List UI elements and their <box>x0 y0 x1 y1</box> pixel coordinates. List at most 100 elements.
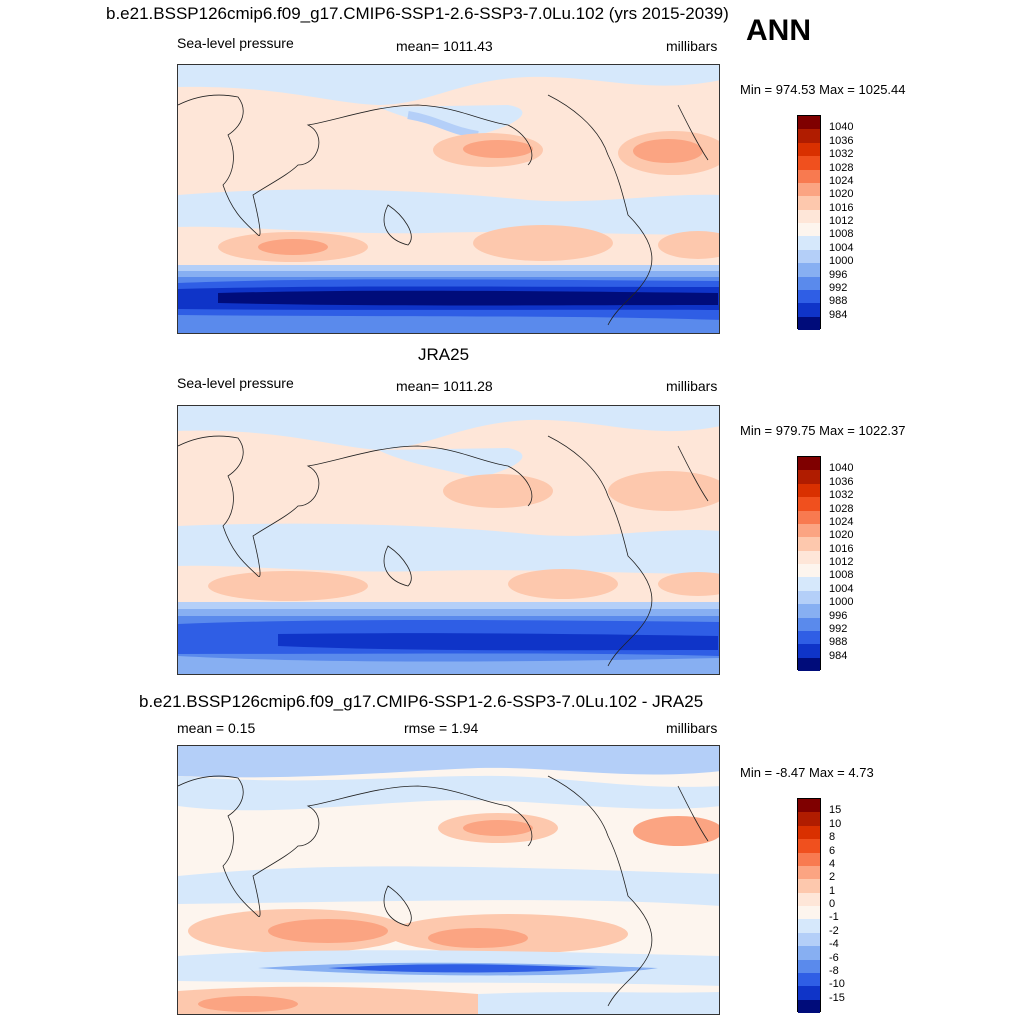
panel3-colorbar-swatch <box>798 906 820 920</box>
panel2-colorbar-label: 1008 <box>829 569 854 582</box>
panel1-colorbar-label: 984 <box>829 308 848 321</box>
panel1-colorbar-swatch <box>798 169 820 183</box>
panel1-colorbar-swatch <box>798 129 820 143</box>
panel2-colorbar-label: 1012 <box>829 556 854 568</box>
panel3-colorbar <box>797 798 821 1013</box>
panel3-colorbar-swatch <box>798 825 820 840</box>
panel1-colorbar-label: 1016 <box>829 201 854 214</box>
panel2-colorbar-label: 1036 <box>829 475 854 488</box>
panel2-colorbar-label: 1004 <box>829 582 854 595</box>
panel2-minmax: Min = 979.75 Max = 1022.37 <box>740 423 906 438</box>
panel1-colorbar-swatch <box>798 249 820 264</box>
panel2-colorbar-swatch <box>798 564 820 578</box>
panel1-colorbar-label: 1028 <box>829 161 854 174</box>
panel2-colorbar-swatch <box>798 630 820 645</box>
panel2-colorbar-swatch <box>798 644 820 658</box>
panel2-colorbar-label: 984 <box>829 649 848 662</box>
panel1-colorbar-swatch <box>798 303 820 317</box>
panel1-colorbar-label: 1000 <box>829 255 854 268</box>
panel3-colorbar-swatch <box>798 932 820 947</box>
panel3-colorbar-swatch <box>798 839 820 853</box>
panel3-colorbar-label: 6 <box>829 844 836 857</box>
panel3-colorbar-swatch <box>798 972 820 987</box>
panel3-colorbar-swatch <box>798 865 820 880</box>
panel3-colorbar-swatch <box>798 959 820 973</box>
panel3-colorbar-label: -10 <box>829 978 845 991</box>
panel2-center-label: mean= 1011.28 <box>396 378 493 394</box>
panel2-colorbar-label: 1016 <box>829 542 854 555</box>
panel1-colorbar-swatch <box>798 263 820 277</box>
panel1-colorbar-label: 988 <box>829 295 848 308</box>
panel3-map <box>177 745 720 1015</box>
panel1-colorbar-swatch <box>798 289 820 304</box>
panel3-colorbar-swatch <box>798 986 820 1000</box>
panel1-colorbar-swatch <box>798 276 820 290</box>
panel1-left-label: Sea-level pressure <box>177 35 294 51</box>
panel3-colorbar-swatch <box>798 946 820 960</box>
panel1-colorbar-label: 1040 <box>829 121 854 134</box>
panel2-colorbar-label: 996 <box>829 609 848 622</box>
panel2-colorbar-label: 1028 <box>829 502 854 515</box>
panel3-colorbar-label: -2 <box>829 924 839 937</box>
panel3-colorbar-label: 0 <box>829 898 836 910</box>
panel3-colorbar-swatch <box>798 919 820 933</box>
panel3-colorbar-label: 2 <box>829 871 836 884</box>
panel2-colorbar-label: 988 <box>829 636 848 649</box>
panel2-left-label: Sea-level pressure <box>177 375 294 391</box>
panel3-colorbar-swatch <box>798 879 820 893</box>
panel2-map <box>177 405 720 675</box>
panel3-colorbar-label: 8 <box>829 831 836 844</box>
panel3-colorbar-label: 15 <box>829 804 842 817</box>
panel2-colorbar-swatch <box>798 550 820 564</box>
panel2-colorbar-label: 1000 <box>829 596 854 609</box>
panel3-colorbar-label: -1 <box>829 911 839 924</box>
panel1-colorbar-swatch <box>798 223 820 237</box>
panel1-colorbar-label: 1012 <box>829 215 854 227</box>
panel2-right-label: millibars <box>666 378 718 394</box>
panel1-colorbar-label: 996 <box>829 268 848 281</box>
panel2-colorbar-swatch <box>798 617 820 631</box>
panel3-right-label: millibars <box>666 720 718 736</box>
panel3-left-label: mean = 0.15 <box>177 720 256 736</box>
panel1-colorbar-swatch <box>798 236 820 250</box>
season-label: ANN <box>746 14 811 47</box>
panel3-colorbar-label: 4 <box>829 857 836 870</box>
panel2-colorbar-swatch <box>798 657 820 671</box>
panel3-colorbar-swatch <box>798 799 820 813</box>
panel1-colorbar-label: 1036 <box>829 134 854 147</box>
panel2-colorbar-swatch <box>798 510 820 524</box>
panel3-colorbar-swatch <box>798 892 820 906</box>
panel2-colorbar-swatch <box>798 590 820 605</box>
panel1-colorbar-label: 992 <box>829 281 848 294</box>
panel1-colorbar-swatch <box>798 316 820 330</box>
panel1-colorbar-label: 1024 <box>829 174 854 187</box>
panel3-colorbar-swatch <box>798 812 820 826</box>
panel2-colorbar-swatch <box>798 483 820 498</box>
panel2-colorbar-swatch <box>798 470 820 484</box>
panel2-colorbar-label: 1032 <box>829 489 854 502</box>
panel3-colorbar-label: -8 <box>829 964 839 977</box>
panel2-colorbar-swatch <box>798 577 820 591</box>
panel3-colorbar-label: -15 <box>829 991 845 1004</box>
panel2-colorbar-swatch <box>798 497 820 511</box>
panel1-colorbar-swatch <box>798 196 820 210</box>
panel1-map <box>177 64 720 334</box>
panel3-colorbar-label: -6 <box>829 951 839 964</box>
panel2-colorbar-label: 1024 <box>829 515 854 528</box>
panel1-center-label: mean= 1011.43 <box>396 38 493 54</box>
panel2-colorbar-label: 1020 <box>829 529 854 542</box>
panel1-colorbar-label: 1032 <box>829 148 854 161</box>
panel1-colorbar <box>797 115 821 330</box>
panel1-colorbar-swatch <box>798 156 820 170</box>
panel2-title: JRA25 <box>418 345 470 364</box>
panel3-colorbar-label: 1 <box>829 884 836 897</box>
panel2-colorbar-label: 992 <box>829 622 848 635</box>
panel3-title: b.e21.BSSP126cmip6.f09_g17.CMIP6-SSP1-2.… <box>139 692 704 711</box>
panel1-minmax: Min = 974.53 Max = 1025.44 <box>740 82 906 97</box>
panel3-colorbar-label: 10 <box>829 817 842 830</box>
panel1-colorbar-label: 1004 <box>829 241 854 254</box>
panel1-colorbar-label: 1020 <box>829 188 854 201</box>
panel3-minmax: Min = -8.47 Max = 4.73 <box>740 765 874 780</box>
panel2-colorbar-swatch <box>798 537 820 551</box>
panel1-colorbar-swatch <box>798 182 820 197</box>
